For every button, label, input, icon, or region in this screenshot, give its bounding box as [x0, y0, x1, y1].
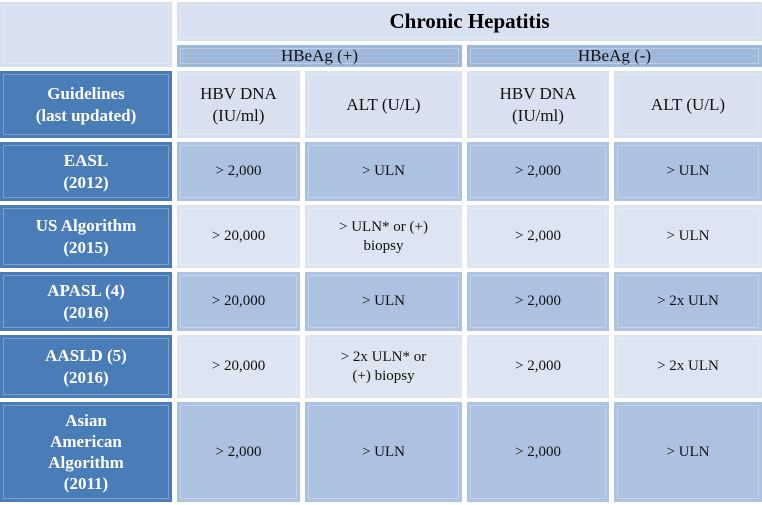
group-header-hbeag-positive: HBeAg (+) — [177, 45, 462, 67]
column-header-hbv-dna-positive: HBV DNA (IU/ml) — [177, 71, 300, 138]
data-cell: > 2,000 — [467, 272, 609, 331]
data-cell: > 2x ULN* or (+) biopsy — [305, 335, 462, 398]
data-cell: > ULN — [305, 272, 462, 331]
data-cell: > 2x ULN — [614, 335, 762, 398]
data-cell: > 20,000 — [177, 335, 300, 398]
row-header-title: Guidelines (last updated) — [0, 71, 172, 138]
row-header-aasld: AASLD (5) (2016) — [0, 335, 172, 398]
row-header-asian-american-algorithm: Asian American Algorithm (2011) — [0, 402, 172, 502]
data-cell: > 2,000 — [467, 205, 609, 268]
corner-cell — [0, 2, 172, 67]
data-cell: > 2,000 — [467, 402, 609, 502]
data-cell: > 2,000 — [177, 402, 300, 502]
column-header-hbv-dna-negative: HBV DNA (IU/ml) — [467, 71, 609, 138]
row-header-easl: EASL (2012) — [0, 142, 172, 201]
data-cell: > 2x ULN — [614, 272, 762, 331]
table-title: Chronic Hepatitis — [177, 2, 762, 41]
data-cell: > 2,000 — [467, 335, 609, 398]
data-cell: > ULN — [305, 402, 462, 502]
data-cell: > ULN — [614, 142, 762, 201]
data-cell: > 2,000 — [467, 142, 609, 201]
row-header-us-algorithm: US Algorithm (2015) — [0, 205, 172, 268]
data-cell: > 20,000 — [177, 272, 300, 331]
group-header-hbeag-negative: HBeAg (-) — [467, 45, 762, 67]
data-cell: > ULN — [305, 142, 462, 201]
data-cell: > 20,000 — [177, 205, 300, 268]
column-header-alt-positive: ALT (U/L) — [305, 71, 462, 138]
data-cell: > ULN — [614, 205, 762, 268]
data-cell: > ULN — [614, 402, 762, 502]
data-cell: > ULN* or (+) biopsy — [305, 205, 462, 268]
data-cell: > 2,000 — [177, 142, 300, 201]
column-header-alt-negative: ALT (U/L) — [614, 71, 762, 138]
row-header-apasl: APASL (4) (2016) — [0, 272, 172, 331]
